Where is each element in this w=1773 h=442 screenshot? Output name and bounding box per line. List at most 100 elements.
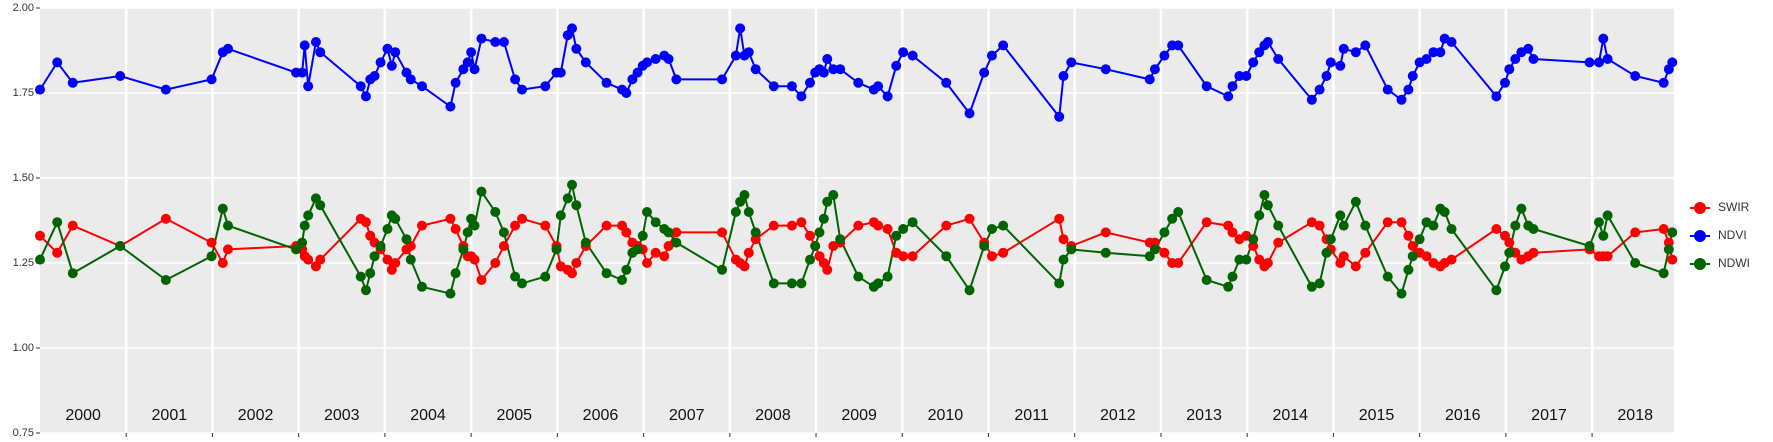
point bbox=[416, 220, 427, 231]
point bbox=[998, 40, 1009, 51]
point bbox=[814, 227, 825, 238]
point bbox=[1446, 224, 1457, 234]
point bbox=[663, 54, 674, 64]
point bbox=[1100, 227, 1111, 238]
point bbox=[1227, 81, 1238, 92]
point bbox=[750, 64, 761, 75]
point bbox=[735, 23, 746, 34]
point bbox=[1658, 224, 1669, 234]
point bbox=[1254, 254, 1265, 265]
point bbox=[1396, 94, 1407, 105]
point bbox=[498, 227, 509, 238]
point bbox=[1658, 77, 1669, 88]
point bbox=[1325, 234, 1336, 245]
year-label: 2004 bbox=[410, 407, 446, 424]
legend-label: SWIR bbox=[1718, 200, 1750, 214]
point bbox=[768, 81, 779, 92]
point bbox=[891, 230, 902, 241]
point bbox=[1149, 244, 1160, 255]
point bbox=[1314, 278, 1325, 289]
point bbox=[160, 84, 171, 95]
point bbox=[115, 241, 126, 251]
point bbox=[1663, 244, 1674, 255]
point bbox=[469, 220, 480, 231]
point bbox=[1223, 91, 1234, 102]
point bbox=[206, 237, 217, 248]
point bbox=[1528, 247, 1539, 258]
point bbox=[222, 220, 233, 231]
point bbox=[1159, 227, 1170, 238]
legend-key bbox=[1694, 230, 1706, 242]
point bbox=[567, 268, 578, 279]
point bbox=[1066, 57, 1077, 68]
point bbox=[1054, 278, 1065, 289]
point bbox=[671, 227, 682, 238]
y-tick-label: 1.50 bbox=[13, 172, 34, 184]
point bbox=[35, 84, 45, 95]
point bbox=[498, 37, 509, 47]
point bbox=[642, 57, 653, 68]
point bbox=[750, 227, 761, 238]
point bbox=[1159, 247, 1170, 258]
point bbox=[1314, 220, 1325, 231]
point bbox=[580, 237, 591, 248]
point bbox=[907, 251, 918, 262]
point bbox=[1428, 47, 1439, 58]
point bbox=[891, 60, 902, 71]
point bbox=[217, 258, 228, 268]
point bbox=[160, 213, 171, 224]
point bbox=[1273, 54, 1284, 64]
point bbox=[458, 244, 469, 255]
point bbox=[355, 81, 366, 92]
point bbox=[1439, 207, 1450, 217]
point bbox=[1054, 213, 1065, 224]
point bbox=[1227, 271, 1238, 282]
point bbox=[115, 71, 126, 81]
point bbox=[1100, 64, 1111, 75]
point bbox=[796, 217, 807, 228]
point bbox=[299, 220, 310, 231]
point bbox=[1396, 217, 1407, 228]
year-label: 2018 bbox=[1617, 407, 1653, 424]
point bbox=[1338, 43, 1349, 54]
point bbox=[1630, 258, 1641, 268]
point bbox=[768, 278, 779, 289]
point bbox=[52, 217, 63, 228]
point bbox=[555, 210, 566, 221]
point bbox=[1262, 37, 1273, 47]
y-tick-label: 1.75 bbox=[13, 87, 34, 99]
point bbox=[835, 234, 846, 245]
point bbox=[786, 278, 797, 289]
point bbox=[1528, 54, 1539, 64]
point bbox=[621, 88, 632, 98]
point bbox=[35, 254, 45, 265]
point bbox=[67, 268, 78, 279]
year-label: 2012 bbox=[1100, 407, 1136, 424]
point bbox=[1201, 81, 1212, 92]
point bbox=[1259, 190, 1270, 200]
point bbox=[1058, 254, 1069, 265]
point bbox=[1491, 91, 1502, 102]
legend-key bbox=[1694, 258, 1706, 270]
point bbox=[1421, 54, 1432, 64]
point bbox=[1602, 251, 1613, 262]
point bbox=[1446, 37, 1457, 47]
point bbox=[743, 247, 754, 258]
point bbox=[768, 220, 779, 231]
point bbox=[416, 81, 427, 92]
point bbox=[1382, 217, 1393, 228]
point bbox=[1167, 213, 1178, 224]
point bbox=[1499, 261, 1510, 272]
point bbox=[786, 220, 797, 231]
point bbox=[517, 278, 528, 289]
point bbox=[1602, 54, 1613, 64]
year-label: 2005 bbox=[496, 407, 532, 424]
year-label: 2006 bbox=[583, 407, 619, 424]
point bbox=[818, 213, 829, 224]
point bbox=[1227, 227, 1238, 238]
point bbox=[941, 77, 952, 88]
point bbox=[450, 224, 461, 234]
point bbox=[1584, 57, 1595, 68]
point bbox=[1273, 220, 1284, 231]
